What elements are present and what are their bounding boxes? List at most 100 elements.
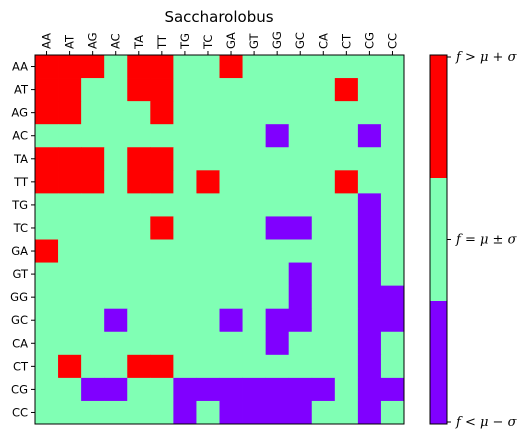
heatmap-cell-GA-AC — [104, 239, 128, 263]
heatmap-cell-CT-GG — [265, 354, 290, 379]
heatmap-cell-GC-AA — [35, 308, 59, 333]
heatmap-cell-AT-TG — [173, 78, 197, 102]
heatmap-cell-AG-GA — [219, 101, 243, 125]
heatmap-cell-AT-CA — [311, 78, 336, 102]
heatmap-cell-TC-CG — [357, 216, 382, 240]
heatmap-cell-CG-TT — [150, 377, 174, 402]
colorbar-segment-high — [430, 55, 447, 179]
heatmap-cell-TG-AA — [35, 193, 59, 217]
heatmap-cell-TT-AA — [35, 170, 59, 194]
heatmap-cell-TC-GC — [288, 216, 313, 240]
heatmap-cell-CG-TG — [173, 377, 197, 402]
heatmap-cell-GA-AG — [81, 239, 105, 263]
y-tick-label: CT — [13, 359, 29, 373]
heatmap-cell-AG-AT — [58, 101, 82, 125]
heatmap-cell-AT-GC — [288, 78, 313, 102]
plot-frame — [34, 54, 405, 425]
heatmap-cell-GG-GC — [288, 285, 313, 310]
heatmap-cell-GA-GC — [288, 239, 313, 263]
heatmap-cell-GA-AT — [58, 239, 82, 263]
heatmap-cell-CC-TA — [127, 400, 151, 425]
heatmap-cell-GC-CT — [334, 308, 359, 333]
heatmap-cell-CC-TG — [173, 400, 197, 425]
heatmap-cell-TT-AC — [104, 170, 128, 194]
heatmap-cell-CA-AA — [35, 331, 59, 356]
heatmap-cell-TA-AG — [81, 147, 105, 171]
y-tick-label: GC — [11, 313, 28, 327]
heatmap-cell-CG-CC — [380, 377, 405, 402]
heatmap-cell-AG-CG — [357, 101, 382, 125]
heatmap-cell-AA-GT — [242, 55, 267, 79]
heatmap-cell-AG-TA — [127, 101, 151, 125]
heatmap-cell-GC-AG — [81, 308, 105, 333]
y-tick-label: GA — [11, 244, 28, 258]
heatmap-cell-CC-CC — [380, 400, 405, 425]
heatmap-cell-TG-TT — [150, 193, 174, 217]
heatmap-cell-AC-AG — [81, 124, 105, 148]
heatmap-cell-CT-TC — [196, 354, 220, 379]
heatmap-cell-GT-CC — [380, 262, 405, 287]
heatmap-cell-TC-GA — [219, 216, 243, 240]
heatmap-cell-GC-AC — [104, 308, 128, 333]
heatmap-cell-TT-TC — [196, 170, 220, 194]
heatmap-cell-CA-GT — [242, 331, 267, 356]
heatmap-cell-AG-AC — [104, 101, 128, 125]
heatmap-cell-TC-TA — [127, 216, 151, 240]
heatmap-cell-AA-AG — [81, 55, 105, 79]
x-tick-label: CA — [316, 33, 330, 49]
heatmap-cell-TT-AT — [58, 170, 82, 194]
heatmap-cell-GA-TC — [196, 239, 220, 263]
heatmap-cell-GA-AA — [35, 239, 59, 263]
heatmap-cell-GC-GC — [288, 308, 313, 333]
heatmap-cell-GT-AC — [104, 262, 128, 287]
x-tick-label: CC — [385, 33, 399, 49]
heatmap-cell-CG-TA — [127, 377, 151, 402]
heatmap-cell-CG-CA — [311, 377, 336, 402]
heatmap-cell-TA-GC — [288, 147, 313, 171]
heatmap-cell-AC-TC — [196, 124, 220, 148]
heatmap-cell-CA-TA — [127, 331, 151, 356]
heatmap-cell-AA-GG — [265, 55, 290, 79]
y-tick-label: AG — [11, 106, 28, 120]
heatmap-cell-GA-TT — [150, 239, 174, 263]
heatmap-cell-AA-AT — [58, 55, 82, 79]
colorbar-label-high: f > μ + σ — [455, 50, 518, 65]
heatmap-cell-CG-AG — [81, 377, 105, 402]
heatmap-cell-TA-AT — [58, 147, 82, 171]
x-tick-label: AG — [86, 32, 100, 49]
heatmap-cell-TA-TA — [127, 147, 151, 171]
heatmap-cell-CT-CA — [311, 354, 336, 379]
x-tick-label: CT — [339, 33, 353, 49]
heatmap-cell-TT-CT — [334, 170, 359, 194]
heatmap-cell-CA-TG — [173, 331, 197, 356]
heatmap-cell-AG-AG — [81, 101, 105, 125]
heatmap-cell-AT-GA — [219, 78, 243, 102]
heatmap-cell-GA-CC — [380, 239, 405, 263]
heatmap-cell-CT-TG — [173, 354, 197, 379]
heatmap-cell-CC-GG — [265, 400, 290, 425]
heatmap-cell-CC-AC — [104, 400, 128, 425]
heatmap-cell-TG-AT — [58, 193, 82, 217]
heatmap-cell-GG-CT — [334, 285, 359, 310]
heatmap-cell-GC-GA — [219, 308, 243, 333]
heatmap-cell-CG-CT — [334, 377, 359, 402]
heatmap-cell-CG-GA — [219, 377, 243, 402]
x-axis-ticks: AA AT AG AC TA TT TG TC GA GT GG GC CA CT CG CC — [40, 31, 399, 55]
heatmap-cell-TC-AC — [104, 216, 128, 240]
heatmap-cell-CT-AC — [104, 354, 128, 379]
heatmap-cell-AC-CA — [311, 124, 336, 148]
heatmap-cell-AT-TA — [127, 78, 151, 102]
heatmap-cell-TA-GA — [219, 147, 243, 171]
heatmap-cell-GT-CA — [311, 262, 336, 287]
heatmap-cell-AT-AA — [35, 78, 59, 102]
heatmap-cell-CT-AA — [35, 354, 59, 379]
heatmap-cell-AC-GC — [288, 124, 313, 148]
heatmap-cell-AA-TG — [173, 55, 197, 79]
heatmap-cell-TC-TC — [196, 216, 220, 240]
heatmap-cell-AA-TA — [127, 55, 151, 79]
heatmap-cell-AC-CT — [334, 124, 359, 148]
heatmap-cell-AA-CA — [311, 55, 336, 79]
heatmap-cell-TG-TG — [173, 193, 197, 217]
heatmap-cell-TT-AG — [81, 170, 105, 194]
heatmap-cell-CT-GT — [242, 354, 267, 379]
